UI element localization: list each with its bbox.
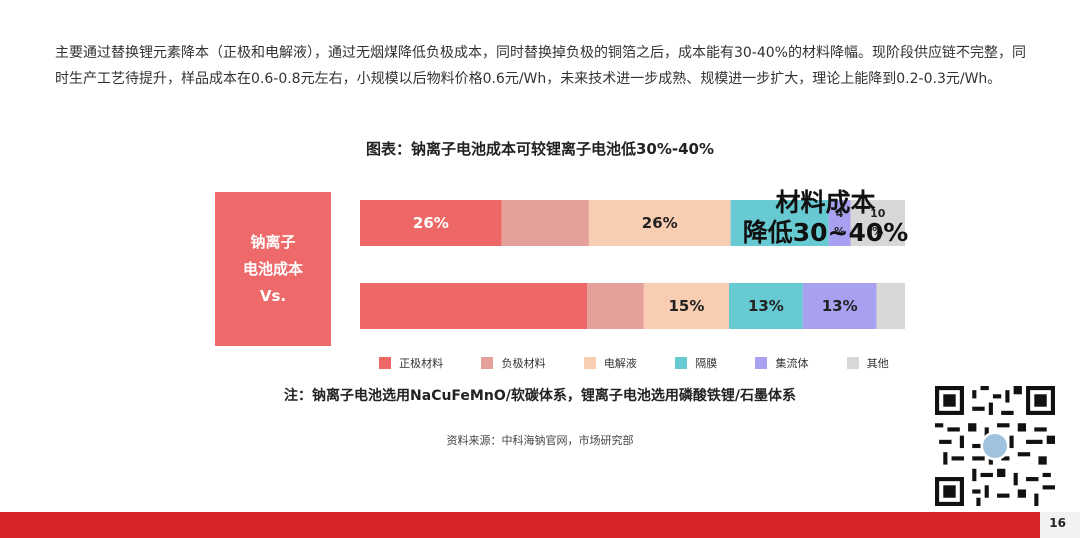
- chart-title: 图表：钠离子电池成本可较锂离子电池低30%-40%: [365, 140, 715, 158]
- bar-1-segment-正极材料: [360, 200, 502, 246]
- bar-1-label-正极材料: 26%: [412, 214, 449, 232]
- bar-2-segment-负极材料: [587, 283, 644, 329]
- intro-paragraph: 主要通过替换锂元素降本（正极和电解液），通过无烟煤降低负极成本，同时替换掉负极的…: [55, 45, 1026, 87]
- legend-label: 其他: [866, 357, 889, 370]
- legend-item-集流体: 集流体: [755, 355, 808, 371]
- bar-1-label-电解液: 26%: [641, 214, 678, 232]
- bar-1-segment-隔膜: [730, 200, 829, 246]
- legend-swatch: [583, 357, 596, 369]
- bar-2-label-隔膜: 13%: [747, 297, 784, 315]
- legend-swatch: [379, 357, 392, 369]
- legend-swatch: [675, 357, 688, 369]
- qr-code-icon: [935, 386, 1055, 506]
- bar-2-segment-电解液: [643, 283, 730, 329]
- bar-2-segment-集流体: [802, 283, 877, 329]
- reduction-line-2: 降低30~40%: [742, 218, 909, 247]
- bar-1-segment-负极材料: [501, 200, 589, 246]
- legend-swatch: [481, 357, 494, 369]
- legend-item-电解液: 电解液: [583, 355, 637, 371]
- bar-2-label-电解液: 15%: [668, 297, 705, 315]
- source-text: 资料来源：中科海钠官网，市场研究部: [446, 434, 634, 447]
- legend-item-负极材料: 负极材料: [481, 355, 545, 371]
- reduction-callout: 材料成本 降低30~40%: [738, 188, 913, 248]
- legend-item-正极材料: 正极材料: [379, 355, 443, 371]
- legend-label: 集流体: [775, 357, 809, 370]
- bar-2-label-集流体: 13%: [821, 297, 858, 315]
- legend-label: 隔膜: [695, 357, 718, 370]
- comparison-line-2: 电池成本: [242, 259, 303, 278]
- page-number: 16: [1049, 516, 1066, 530]
- chart-legend: 正极材料 负极材料 电解液 隔膜 集流体 其他: [360, 353, 908, 373]
- bar-1-segment-集流体: [828, 200, 851, 246]
- chart-note: 注：钠离子电池选用NaCuFeMnO/软碳体系，锂离子电池选用磷酸铁锂/石墨体系: [284, 388, 796, 404]
- comparison-box: 钠离子 电池成本 Vs.: [215, 192, 331, 346]
- footer-red-band: [0, 512, 1040, 538]
- bar-1-segment-电解液: [588, 200, 731, 246]
- reduction-line-1: 材料成本: [775, 188, 876, 217]
- bar-2-segment-隔膜: [729, 283, 803, 329]
- comparison-line-3: Vs.: [259, 286, 287, 305]
- bar-2-segment-其他: [876, 283, 905, 329]
- bar-2-segment-正极材料: [360, 283, 588, 329]
- bar-1-label-其他: 10 %: [870, 207, 886, 238]
- legend-item-隔膜: 隔膜: [675, 355, 717, 371]
- legend-label: 负极材料: [501, 357, 546, 370]
- bar-1-label-集流体: 4 %: [834, 207, 846, 238]
- legend-label: 正极材料: [399, 357, 444, 370]
- bar-1-segment-其他: [850, 200, 905, 246]
- comparison-line-1: 钠离子: [250, 232, 296, 251]
- legend-swatch: [846, 357, 859, 369]
- legend-item-其他: 其他: [846, 355, 889, 371]
- legend-swatch: [755, 357, 768, 369]
- legend-label: 电解液: [603, 357, 637, 370]
